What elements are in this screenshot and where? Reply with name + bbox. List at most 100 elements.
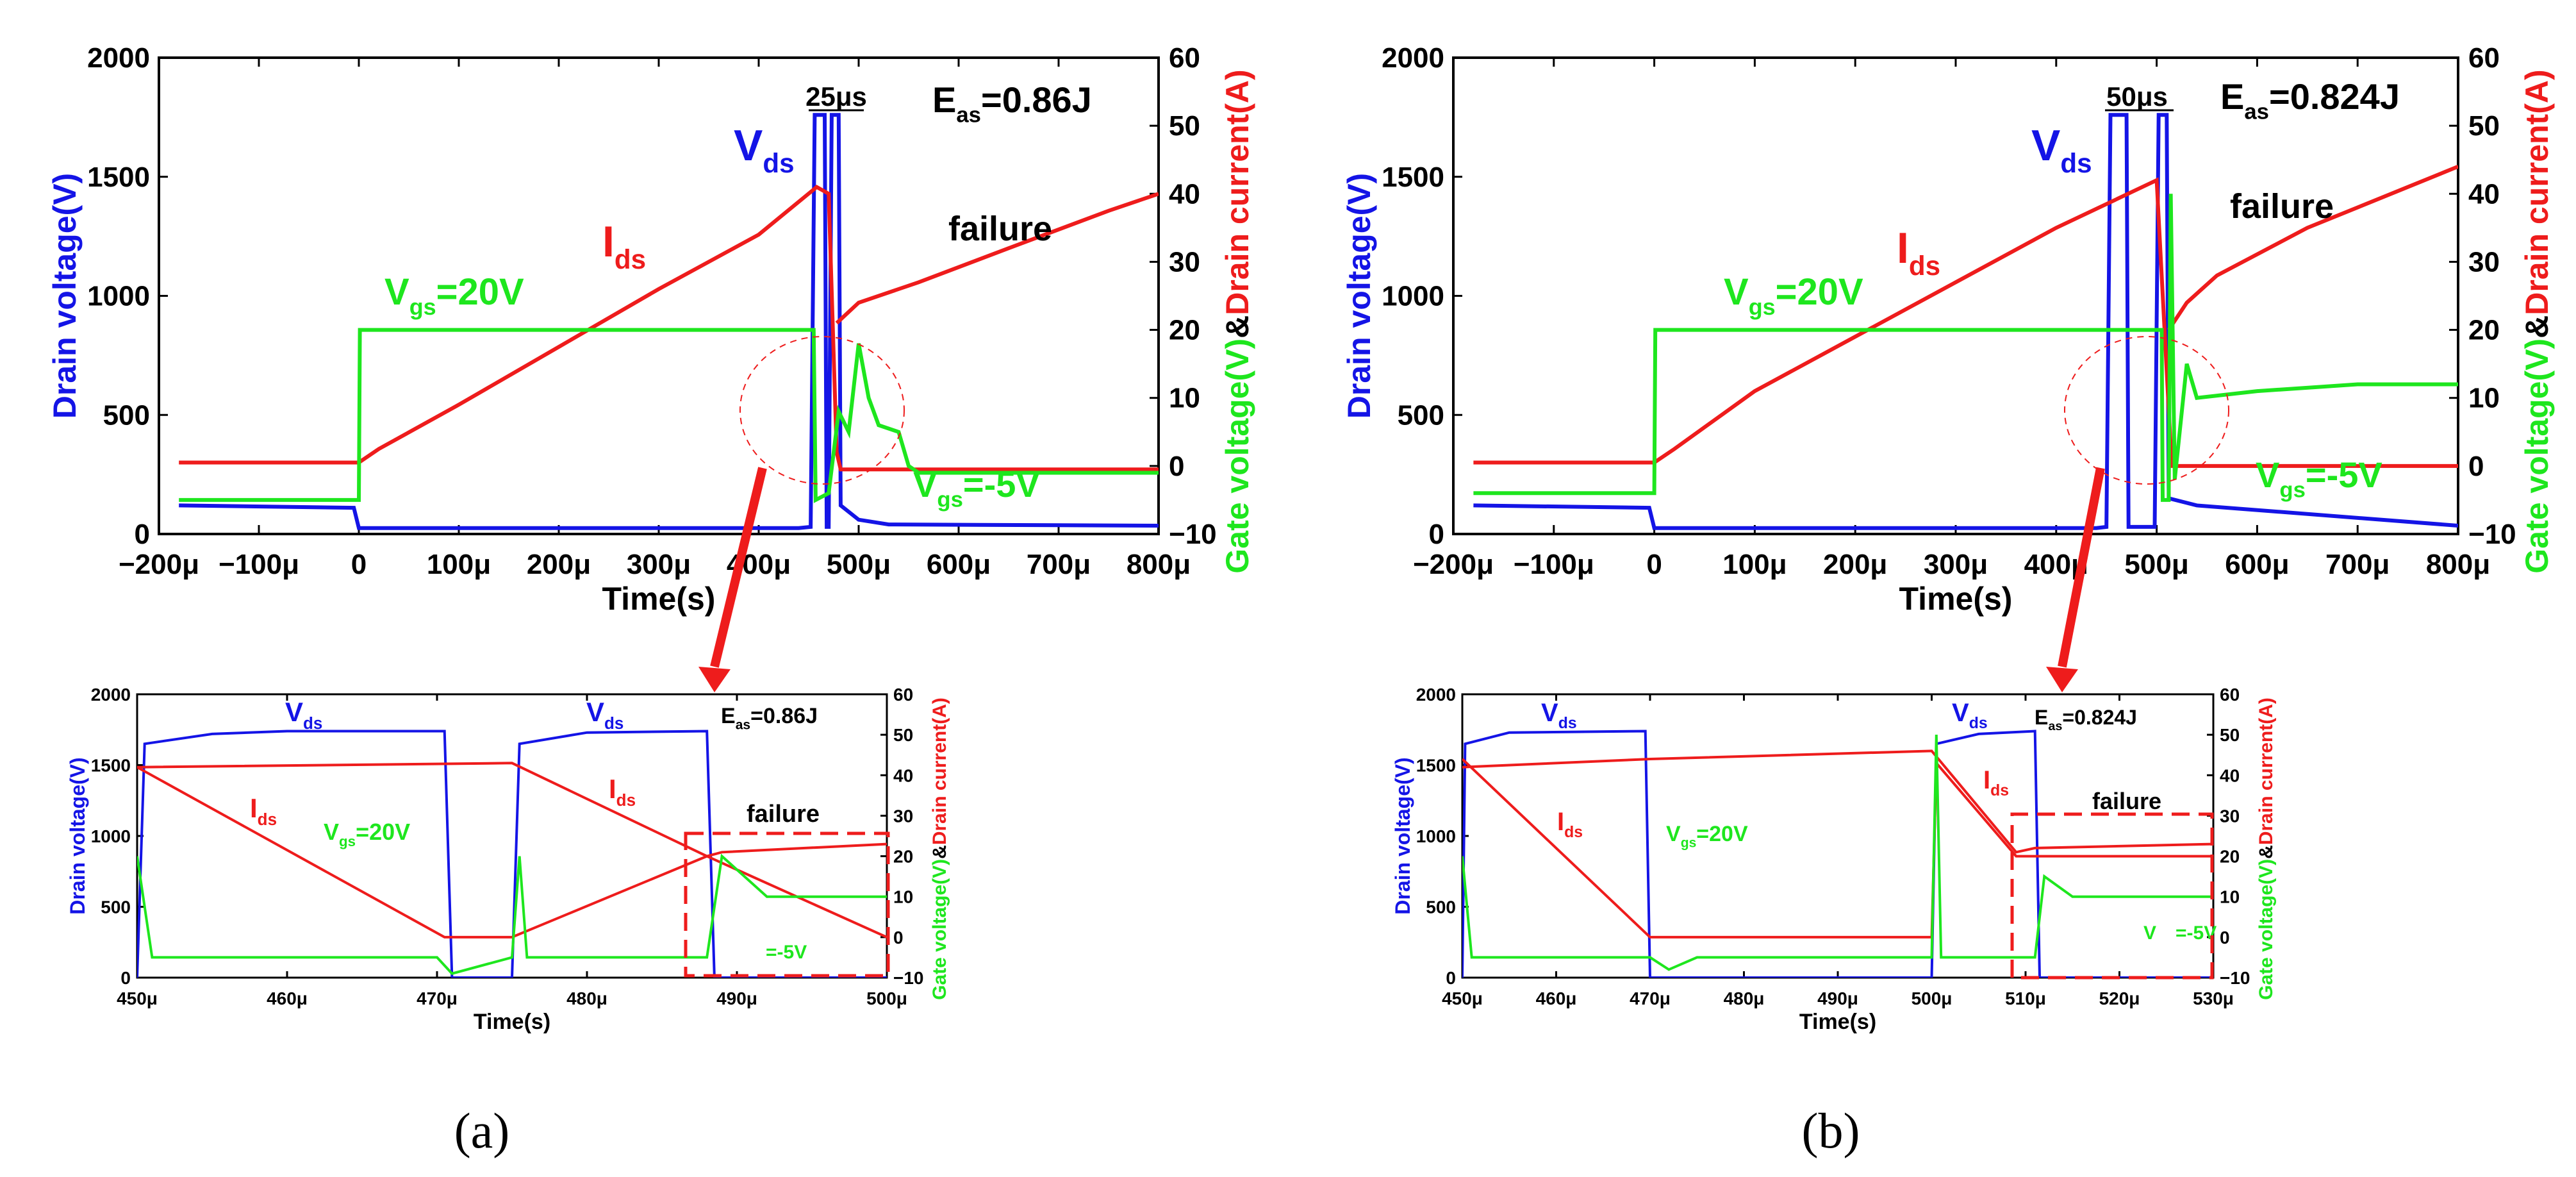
y-right-title: Gate voltage(V)&Drain current(A) <box>1219 69 1255 573</box>
x-tick-label: 450μ <box>1442 989 1483 1008</box>
series-ids-plateau <box>137 762 887 858</box>
y-right-title: Gate voltage(V)&Drain current(A) <box>2519 69 2555 573</box>
y-right-tick-label: 60 <box>1169 42 1200 74</box>
series-vds <box>1462 730 2213 978</box>
label-ids: Ids <box>602 217 646 274</box>
y-right-tick-label: 50 <box>1169 110 1200 142</box>
x-tick-label: 500μ <box>1911 989 1953 1008</box>
label-vgs-on: Vgs=20V <box>1666 822 1748 851</box>
x-tick-label: 300μ <box>1924 549 1988 580</box>
caption-b: (b) <box>1802 1103 1860 1158</box>
failure-region-box <box>2010 812 2214 980</box>
y-right-tick-label: 40 <box>2468 178 2500 210</box>
x-tick-label: 200μ <box>1823 549 1887 580</box>
label-vds-1: Vds <box>285 697 322 733</box>
panel-a-zoom: 450μ 460μ 470μ 480μ 490μ 500μ0500100015002000… <box>66 685 950 1034</box>
y-right-tick-label: 10 <box>2468 383 2500 414</box>
series-vds <box>179 113 1159 530</box>
label-vgs-off: =-5V <box>766 942 807 963</box>
x-tick-label: 480μ <box>566 989 607 1008</box>
x-tick-label: 470μ <box>417 989 458 1008</box>
x-tick-label: 800μ <box>2426 549 2490 580</box>
x-axis-title: Time(s) <box>474 1010 550 1034</box>
zoom-arrow-head <box>698 667 731 692</box>
caption-a: (a) <box>454 1103 510 1158</box>
y-left-tick-label: 500 <box>1426 897 1456 917</box>
x-tick-label: −100μ <box>1514 549 1594 580</box>
label-ids-2: Ids <box>609 774 636 810</box>
x-tick-label: 500μ <box>866 989 907 1008</box>
x-tick-label: 480μ <box>1724 989 1765 1008</box>
label-failure: failure <box>747 801 820 828</box>
x-tick-label: −200μ <box>119 549 199 580</box>
x-tick-label: 300μ <box>627 549 691 580</box>
y-right-tick-label: 10 <box>2220 887 2240 907</box>
label-vgs-on: Vgs=20V <box>384 271 524 320</box>
y-right-title: Gate voltage(V)&Drain current(A) <box>929 697 950 1000</box>
label-ids-2: Ids <box>1983 766 2009 799</box>
y-right-tick-label: 60 <box>2220 685 2240 705</box>
label-ids-1: Ids <box>1557 808 1583 841</box>
label-eas: Eas=0.824J <box>2035 706 2137 733</box>
x-axis-title: Time(s) <box>1899 581 2013 617</box>
x-tick-label: 460μ <box>267 989 308 1008</box>
series-vgs <box>137 853 887 975</box>
series-vgs <box>1473 194 2458 502</box>
label-vgs-off: Vgs=-5V <box>2256 455 2382 503</box>
x-tick-label: 600μ <box>2225 549 2289 580</box>
y-right-tick-label: 50 <box>2468 110 2500 142</box>
series-vds <box>137 730 887 978</box>
y-left-tick-label: 1500 <box>1416 756 1456 776</box>
label-duration: 25μs <box>805 81 867 112</box>
y-right-tick-label: 10 <box>893 887 913 907</box>
series-ids <box>1473 177 2458 468</box>
y-left-tick-label: 1500 <box>91 756 131 776</box>
x-tick-label: 460μ <box>1536 989 1577 1008</box>
y-left-tick-label: 1000 <box>87 281 150 312</box>
label-vds-2: Vds <box>586 697 623 733</box>
series-ids-plateau <box>1462 749 2213 854</box>
label-eas: Eas=0.86J <box>932 79 1092 128</box>
series-ids <box>137 765 887 939</box>
x-tick-label: −200μ <box>1413 549 1494 580</box>
y-right-tick-label: 20 <box>2468 315 2500 346</box>
y-right-tick-label: 30 <box>2468 246 2500 278</box>
x-tick-label: 520μ <box>2099 989 2140 1008</box>
zoom-arrow <box>2058 467 2105 668</box>
panel-b-main: −200μ −100μ 0 100μ 200μ 300μ 400μ 500μ 600μ 700μ 8… <box>1341 42 2555 692</box>
y-left-tick-label: 1500 <box>1382 162 1444 193</box>
y-left-tick-label: 500 <box>101 897 131 917</box>
y-right-tick-label: 20 <box>893 847 913 867</box>
y-left-title: Drain voltage(V) <box>47 173 83 419</box>
y-right-tick-label: 40 <box>1169 178 1200 210</box>
label-vgs-on: Vgs=20V <box>1724 271 1863 320</box>
x-tick-label: 700μ <box>2325 549 2390 580</box>
y-right-tick-label: 60 <box>893 685 913 705</box>
x-tick-label: 700μ <box>1027 549 1091 580</box>
label-vgs-on: Vgs=20V <box>324 819 410 849</box>
y-left-tick-label: 0 <box>120 968 131 988</box>
x-tick-label: 200μ <box>527 549 591 580</box>
y-left-title: Drain voltage(V) <box>66 757 89 914</box>
y-right-tick-label: 0 <box>893 928 904 947</box>
x-tick-label: 100μ <box>427 549 491 580</box>
y-left-tick-label: 2000 <box>87 42 150 74</box>
y-right-tick-label: 0 <box>2468 451 2484 482</box>
label-eas: Eas=0.824J <box>2220 76 2400 124</box>
label-failure: failure <box>948 210 1052 248</box>
series-ids <box>179 185 1159 472</box>
y-right-tick-label: 10 <box>1169 383 1200 414</box>
y-right-tick-label: 40 <box>893 765 913 785</box>
x-tick-label: 530μ <box>2193 989 2234 1008</box>
x-tick-label: 470μ <box>1630 989 1671 1008</box>
label-failure: failure <box>2092 788 2161 814</box>
y-left-tick-label: 500 <box>1398 399 1444 431</box>
x-tick-label: 500μ <box>2124 549 2188 580</box>
y-right-tick-label: 50 <box>893 725 913 745</box>
label-vgs-off: Vgs=-5V <box>913 464 1040 512</box>
y-left-tick-label: 0 <box>135 519 150 550</box>
x-tick-label: 0 <box>351 549 367 580</box>
x-tick-label: 100μ <box>1722 549 1787 580</box>
series-vgs <box>179 328 1159 503</box>
y-right-tick-label: 40 <box>2220 765 2240 785</box>
